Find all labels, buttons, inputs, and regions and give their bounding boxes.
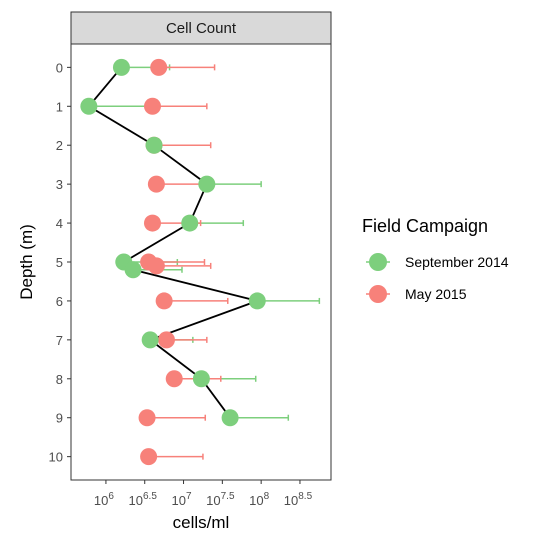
x-tick-label: 106	[94, 491, 114, 508]
legend: Field Campaign September 2014 May 2015	[362, 216, 509, 303]
y-tick-label: 1	[56, 99, 63, 114]
x-tick-label: 107.5	[206, 491, 235, 508]
x-tick-label: 108.5	[284, 491, 313, 508]
data-point	[141, 331, 159, 349]
data-point	[165, 370, 183, 388]
x-tick-label: 106.5	[129, 491, 158, 508]
y-tick-label: 10	[49, 450, 63, 465]
data-point	[221, 409, 239, 427]
legend-entry-label: September 2014	[405, 254, 509, 270]
data-point	[138, 409, 156, 427]
data-point	[192, 370, 210, 388]
y-tick-label: 7	[56, 333, 63, 348]
data-point	[124, 261, 142, 279]
data-point	[147, 257, 165, 275]
data-point	[198, 175, 216, 193]
data-point	[112, 58, 130, 76]
y-tick-label: 6	[56, 294, 63, 309]
data-point	[145, 136, 163, 154]
data-point	[157, 331, 175, 349]
y-tick-label: 9	[56, 411, 63, 426]
data-point	[155, 292, 173, 310]
y-axis-title: Depth (m)	[17, 224, 36, 300]
data-point	[181, 214, 199, 232]
y-tick-label: 8	[56, 372, 63, 387]
data-point	[143, 214, 161, 232]
data-point	[143, 97, 161, 115]
data-point	[140, 448, 158, 466]
legend-key-dot	[369, 285, 387, 303]
y-tick-label: 5	[56, 255, 63, 270]
data-point	[248, 292, 266, 310]
data-point	[150, 58, 168, 76]
legend-title: Field Campaign	[362, 216, 488, 236]
data-point	[80, 97, 98, 115]
data-points	[80, 58, 266, 466]
x-tick-label: 107	[172, 491, 192, 508]
x-axis: 106 106.5 107 107.5 108 108.5	[94, 480, 313, 508]
legend-entry-label: May 2015	[405, 286, 467, 302]
data-point	[147, 175, 165, 193]
y-axis: 0 1 2 3 4 5 6 7 8 9 10	[49, 60, 71, 465]
x-axis-title: cells/ml	[173, 513, 230, 532]
facet-strip	[70, 11, 332, 45]
y-tick-label: 2	[56, 138, 63, 153]
y-tick-label: 0	[56, 60, 63, 75]
x-tick-label: 108	[249, 491, 269, 508]
facet-strip-label: Cell Count	[166, 20, 237, 37]
y-tick-label: 4	[56, 216, 63, 231]
legend-key-dot	[369, 253, 387, 271]
error-bars	[88, 64, 321, 460]
y-tick-label: 3	[56, 177, 63, 192]
